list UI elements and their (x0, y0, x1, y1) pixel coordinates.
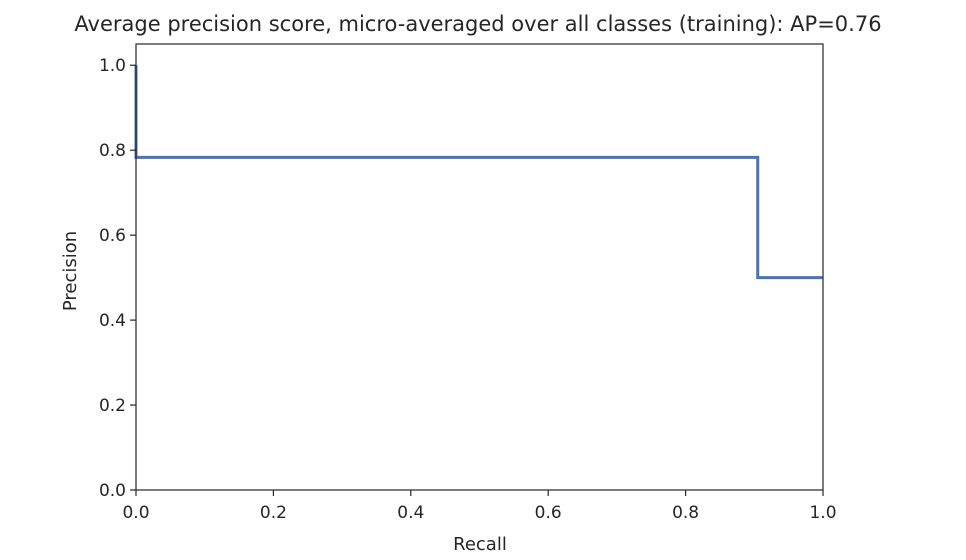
y-tick-label: 1.0 (99, 56, 126, 76)
plot-area (134, 43, 824, 491)
x-axis: 0.0 0.2 0.4 0.6 0.8 1.0 (122, 490, 837, 523)
plot-frame (135, 43, 824, 491)
y-axis-label: Precision (60, 231, 81, 311)
y-tick-label: 0.4 (99, 311, 126, 331)
y-tick-label: 0.0 (99, 481, 126, 501)
x-tick-label: 1.0 (809, 503, 836, 523)
y-tick-label: 0.2 (99, 396, 126, 416)
x-tick-label: 0.2 (260, 503, 287, 523)
series-layer (134, 65, 823, 280)
y-axis: 0.0 0.2 0.4 0.6 0.8 1.0 (99, 56, 136, 501)
chart-title: Average precision score, micro-averaged … (74, 12, 881, 36)
x-tick-label: 0.6 (535, 503, 562, 523)
x-tick-label: 0.4 (397, 503, 424, 523)
x-axis-label: Recall (453, 534, 507, 555)
x-tick-label: 0.0 (122, 503, 149, 523)
precision-recall-curve (134, 65, 823, 280)
y-tick-label: 0.8 (99, 141, 126, 161)
y-tick-label: 0.6 (99, 226, 126, 246)
x-tick-label: 0.8 (672, 503, 699, 523)
